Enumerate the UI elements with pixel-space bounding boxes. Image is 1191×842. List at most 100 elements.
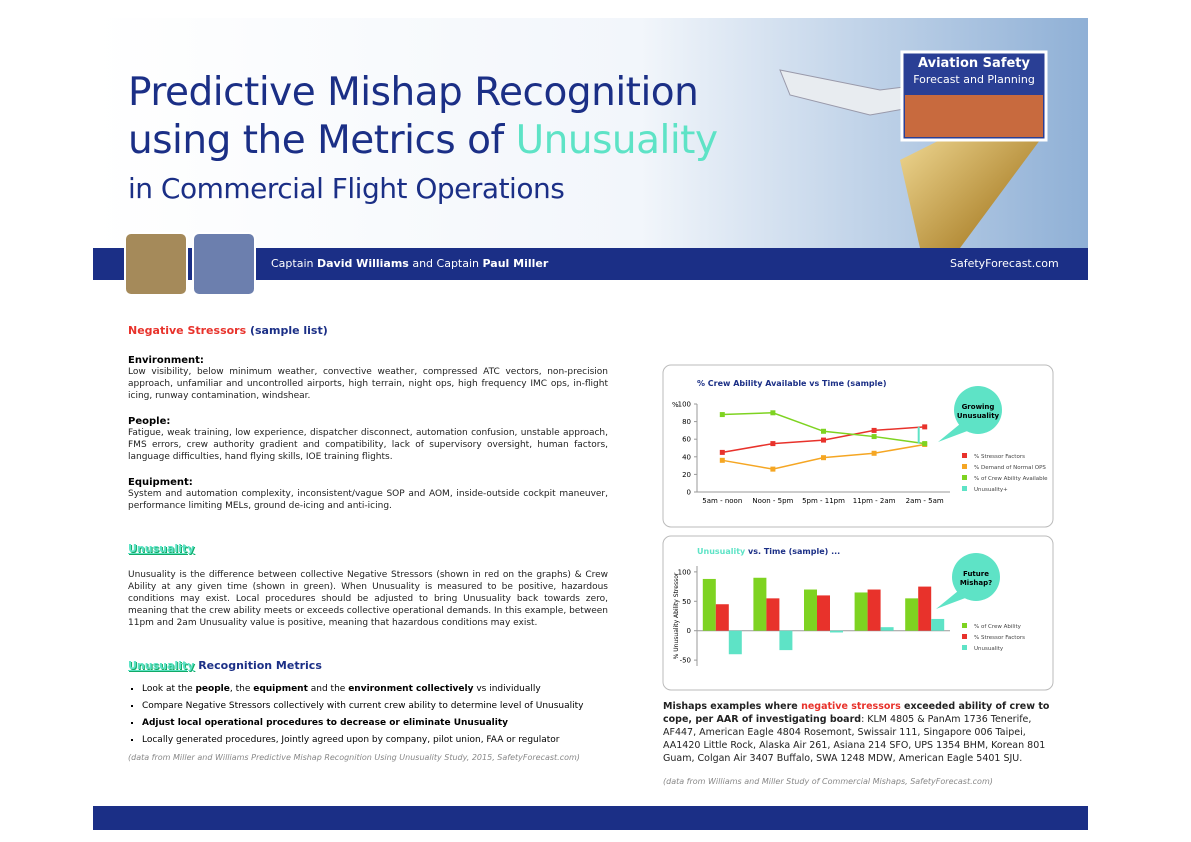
badge-image (905, 95, 1043, 137)
callout-bubble (952, 553, 1000, 601)
group-text: Fatigue, weak training, low experience, … (128, 428, 608, 462)
text-run: Compare Negative Stressors collectively … (142, 701, 584, 711)
bar (804, 589, 817, 631)
section-heading: Negative Stressors (sample list) (128, 324, 608, 337)
author-photo (124, 232, 188, 296)
bullet: Look at the people, the equipment and th… (142, 684, 608, 694)
paragraph: Unusuality is the difference between col… (128, 570, 608, 628)
text-run: Mishaps examples where (663, 701, 802, 712)
chart-title: % Crew Ability Available vs Time (sample… (697, 379, 886, 388)
bullet: Adjust local operational procedures to d… (142, 718, 608, 728)
bar (918, 586, 932, 631)
text-run: Locally generated procedures, Jointly ag… (142, 735, 560, 745)
author-bar (93, 248, 1088, 280)
legend-swatch (962, 623, 967, 628)
bar (830, 630, 843, 633)
point (871, 427, 877, 433)
point (770, 410, 776, 416)
bullet-list: Look at the people, the equipment and th… (128, 684, 608, 745)
bar (931, 618, 945, 631)
chart-title: Unusuality vs. Time (sample) ... (697, 547, 840, 556)
y-tick-label: 40 (682, 453, 691, 461)
y-tick-label: 0 (687, 489, 691, 497)
bar (779, 630, 793, 651)
text-run: Negative Stressors (128, 324, 247, 337)
text-run: , the (229, 684, 254, 694)
legend-swatch (962, 453, 967, 458)
title: Predictive Mishap Recognition (128, 70, 699, 115)
badge-subtitle: Forecast and Planning (913, 73, 1035, 86)
callout-bubble (954, 386, 1002, 434)
callout-pointer (938, 424, 970, 442)
text-run: negative stressors (801, 701, 901, 712)
group-text: Low visibility, below minimum weather, c… (128, 367, 608, 401)
point (719, 449, 725, 455)
section-heading: Unusuality (128, 542, 195, 555)
point (871, 434, 877, 440)
x-tick-label: 5am - noon (702, 497, 742, 505)
point (719, 457, 725, 463)
badge-title: Aviation Safety (918, 56, 1031, 71)
text-run: equipment (253, 684, 308, 694)
point (770, 441, 776, 447)
point (821, 455, 826, 461)
text-run: Paul Miller (482, 257, 549, 270)
y-tick-label: 60 (682, 436, 691, 444)
legend-label: % Demand of Normal OPS (974, 465, 1046, 471)
group-text: System and automation complexity, incons… (128, 489, 608, 511)
heading-text: Recognition Metrics (194, 659, 322, 672)
title-text: using the Metrics of (128, 118, 516, 163)
bar (715, 604, 729, 631)
y-tick-label: 80 (682, 418, 691, 426)
point (922, 441, 928, 447)
point (871, 450, 877, 456)
point (821, 428, 826, 434)
title-highlight: Unusuality (697, 547, 746, 556)
text-run: environment collectively (348, 684, 474, 694)
y-tick-label: 0 (687, 627, 691, 635)
bar (753, 577, 767, 631)
text-run: Adjust local operational procedures to d… (142, 718, 509, 728)
y-tick-label: 100 (678, 401, 691, 409)
point (821, 437, 826, 443)
title-text: vs. Time (sample) ... (745, 547, 840, 556)
text-run: : KLM 4805 & PanAm 1736 Tenerife, AF447,… (663, 714, 1046, 764)
legend-label: % Stressor Factors (974, 635, 1025, 641)
bullet: Compare Negative Stressors collectively … (142, 701, 608, 711)
subtitle: in Commercial Flight Operations (128, 172, 565, 205)
title-text: % Crew Ability Available vs Time (sample… (697, 379, 886, 388)
bar (880, 627, 894, 631)
legend-swatch (962, 634, 967, 639)
source-note: (data from Miller and Williams Predictiv… (128, 753, 580, 762)
right-column: Mishaps examples where negative stressor… (663, 700, 1053, 786)
point (922, 424, 928, 430)
legend-swatch (962, 464, 967, 469)
bar (766, 598, 780, 631)
y-tick-label: -50 (680, 657, 691, 665)
authors: Captain David Williams and Captain Paul … (271, 257, 548, 270)
x-tick-label: 11pm - 2am (853, 497, 896, 505)
group-title: People: (128, 416, 171, 427)
bar (854, 592, 868, 631)
legend-label: % of Crew Ability (974, 624, 1022, 630)
legend-label: % Stressor Factors (974, 454, 1025, 460)
section-heading: Unusuality Recognition Metrics (128, 659, 608, 672)
callout-text: Future Mishap? (960, 570, 992, 587)
bar (905, 598, 919, 631)
y-axis-label: % (672, 401, 679, 409)
x-tick-label: 2am - 5am (906, 497, 944, 505)
callout-text: Growing Unusuality (957, 403, 1000, 420)
group-title: Environment: (128, 355, 204, 366)
text-run: (sample list) (246, 324, 328, 337)
legend-swatch (962, 486, 967, 491)
title: using the Metrics of Unusuality (128, 118, 718, 163)
y-tick-label: 100 (678, 568, 691, 576)
heading-highlight: Unusuality (128, 659, 195, 672)
text-run: Look at the (142, 684, 196, 694)
y-tick-label: 50 (682, 598, 691, 606)
source-note: (data from Williams and Miller Study of … (663, 777, 993, 786)
text-run: exceeded ability of crew to cope, per AA… (663, 701, 1050, 725)
legend-label: % of Crew Ability Available (974, 476, 1048, 482)
